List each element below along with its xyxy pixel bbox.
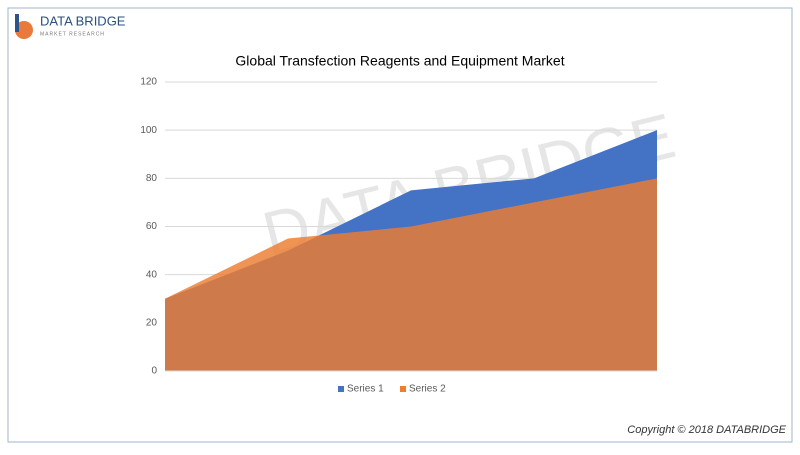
legend-swatch	[338, 386, 344, 392]
y-tick-label: 20	[146, 317, 158, 328]
copyright: Copyright © 2018 DATABRIDGE	[627, 424, 786, 436]
y-tick-label: 80	[146, 173, 158, 184]
brand-name: DATA BRIDGE	[40, 13, 126, 28]
y-tick-label: 100	[140, 125, 157, 136]
legend-label: Series 2	[409, 384, 446, 395]
chart-title: Global Transfection Reagents and Equipme…	[235, 53, 564, 69]
y-tick-label: 0	[151, 366, 157, 377]
y-tick-label: 40	[146, 269, 158, 280]
legend-label: Series 1	[347, 384, 384, 395]
area	[165, 178, 657, 371]
logo-mark	[15, 21, 33, 39]
legend-swatch	[400, 386, 406, 392]
y-tick-label: 120	[140, 77, 157, 88]
logo	[15, 14, 33, 39]
brand-tagline: MARKET RESEARCH	[40, 31, 105, 37]
logo-mark	[15, 14, 19, 32]
y-tick-label: 60	[146, 221, 158, 232]
